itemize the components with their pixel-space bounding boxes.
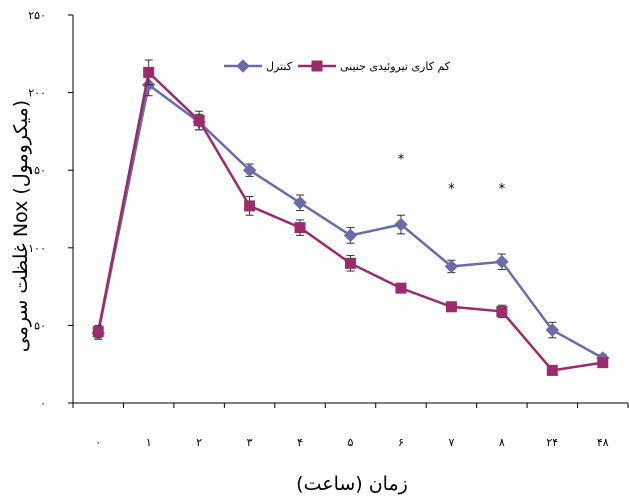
x-tick-label: ۴۸: [597, 436, 609, 449]
y-ticks: ۰ ۵۰ ۱۰۰ ۱۵۰ ۲۰۰ ۲۵۰: [28, 9, 73, 410]
diamond-marker: [293, 196, 307, 210]
significance-marker: *: [499, 182, 506, 197]
legend-label: کنترل: [266, 60, 293, 73]
diamond-marker: [394, 217, 408, 232]
x-tick-label: ۱: [146, 436, 152, 449]
y-tick-label: ۲۰۰: [28, 87, 46, 100]
legend-item-1: کنترل: [224, 59, 293, 73]
x-axis-title: زمان (ساعت): [296, 473, 408, 495]
y-tick-label: ۱۰۰: [28, 242, 46, 255]
square-marker: [445, 301, 457, 313]
diamond-marker: [343, 228, 358, 243]
significance-marker: *: [398, 153, 405, 168]
diamond-marker: [236, 59, 250, 73]
y-tick-label: ۵۰: [34, 319, 46, 332]
square-marker: [92, 326, 104, 338]
legend: کنترل کم کاری تیروئیدی جنینی: [224, 59, 451, 73]
series-layer: [91, 59, 610, 376]
x-tick-label: ۶: [398, 436, 404, 449]
square-marker: [395, 282, 407, 294]
square-marker: [311, 60, 323, 72]
square-marker: [193, 115, 205, 127]
y-tick-label: ۲۵۰: [28, 9, 46, 22]
x-tick-label: ۰: [95, 436, 101, 449]
series-2: [92, 59, 609, 376]
x-tick-label: ۲۴: [546, 436, 558, 449]
x-tick-label: ۲: [196, 436, 202, 449]
y-tick-label: ۰: [40, 397, 46, 410]
square-marker: [597, 357, 609, 369]
x-tick-label: ۸: [499, 436, 505, 449]
x-tick-label: ۷: [448, 436, 454, 449]
diamond-marker: [495, 255, 509, 269]
square-marker: [244, 200, 256, 212]
diamond-marker: [545, 323, 560, 337]
diamond-marker: [242, 163, 257, 177]
significance-marker: *: [448, 182, 455, 197]
x-ticks: ۰ ۱ ۲ ۳ ۴ ۵ ۶ ۷ ۸ ۲۴ ۴۸: [72, 403, 629, 449]
series-line: [97, 82, 604, 360]
legend-item-2: کم کاری تیروئیدی جنینی: [298, 60, 451, 73]
square-marker: [345, 257, 356, 269]
axes: [72, 15, 628, 404]
series-line: [97, 69, 603, 372]
y-axis-title: غلظت سرمی Nox (میکرومول): [10, 100, 32, 352]
annotations: * * *: [398, 153, 506, 197]
y-tick-label: ۱۵۰: [28, 164, 46, 177]
square-marker: [294, 222, 306, 234]
series-1: [91, 73, 610, 365]
square-marker: [546, 364, 558, 376]
square-marker: [143, 66, 155, 78]
x-tick-label: ۵: [348, 436, 354, 449]
diamond-marker: [444, 259, 459, 274]
x-tick-label: ۳: [247, 436, 253, 449]
legend-label: کم کاری تیروئیدی جنینی: [340, 60, 451, 73]
square-marker: [496, 305, 508, 317]
x-tick-label: ۴: [297, 436, 303, 449]
